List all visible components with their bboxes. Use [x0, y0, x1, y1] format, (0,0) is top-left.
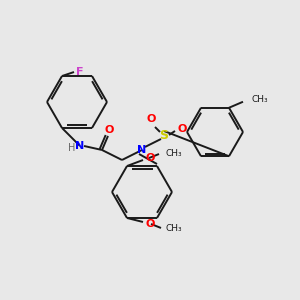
Text: CH₃: CH₃	[165, 224, 181, 233]
Text: N: N	[75, 141, 85, 151]
Text: F: F	[76, 67, 83, 77]
Text: S: S	[160, 130, 169, 142]
Text: O: O	[146, 114, 156, 124]
Text: O: O	[177, 124, 187, 134]
Text: O: O	[145, 153, 154, 163]
Text: O: O	[145, 219, 154, 229]
Text: O: O	[104, 125, 114, 135]
Text: CH₃: CH₃	[165, 148, 181, 158]
Text: N: N	[137, 145, 147, 155]
Text: H: H	[68, 143, 76, 153]
Text: CH₃: CH₃	[251, 95, 268, 104]
